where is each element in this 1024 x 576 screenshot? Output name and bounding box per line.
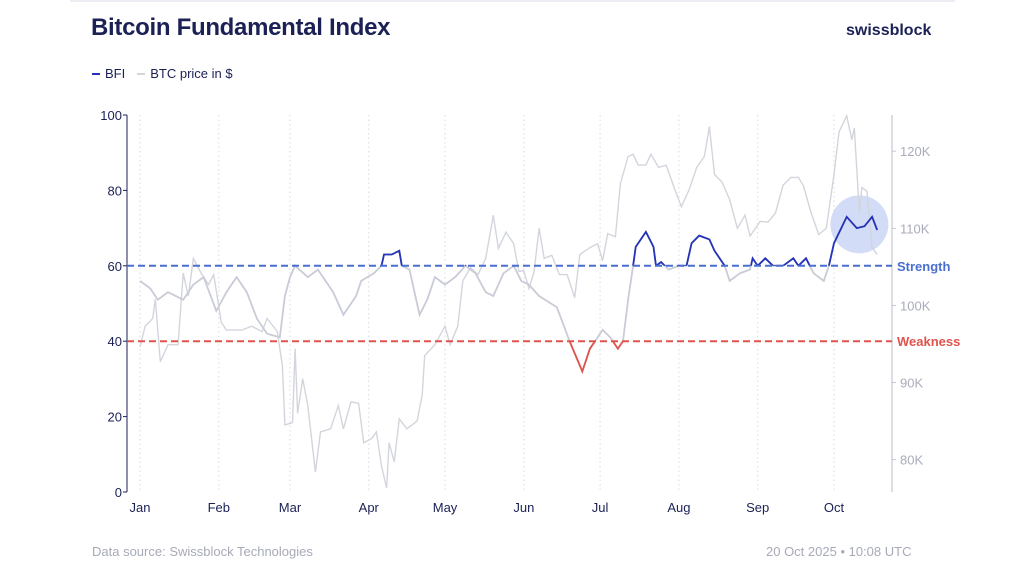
bfi-line-weakness (568, 341, 624, 374)
legend: BFI BTC price in $ (92, 66, 233, 81)
right-tick-label: 110K (900, 221, 930, 236)
swissblock-logo: swissblock (846, 22, 932, 39)
top-border (70, 0, 955, 2)
left-tick-label: 20 (108, 410, 122, 425)
left-tick-label: 40 (108, 334, 122, 349)
left-tick-label: 100 (100, 108, 122, 123)
threshold-label-strength: Strength (897, 259, 951, 274)
legend-label-bfi: BFI (105, 66, 126, 81)
x-tick-label: May (433, 500, 458, 515)
x-tick-label: Jul (592, 500, 609, 515)
x-tick-label: Aug (667, 500, 690, 515)
right-tick-label: 90K (900, 376, 923, 391)
right-tick-label: 80K (900, 453, 923, 468)
legend-item-bfi: BFI (92, 66, 125, 81)
x-tick-label: Sep (746, 500, 769, 515)
left-tick-label: 0 (115, 485, 122, 500)
timestamp: 20 Oct 2025 • 10:08 UTC (766, 544, 912, 559)
legend-swatch-price (137, 72, 146, 75)
bfi-line-neutral (139, 215, 879, 374)
highlight-circle (830, 195, 889, 254)
left-tick-label: 60 (108, 259, 122, 274)
x-tick-label: Oct (824, 500, 845, 515)
legend-label-price: BTC price in $ (150, 66, 233, 81)
x-tick-label: Apr (359, 500, 380, 515)
legend-swatch-bfi (92, 72, 100, 75)
legend-item-price: BTC price in $ (137, 66, 233, 81)
btc-price-line (139, 113, 878, 489)
left-tick-label: 80 (108, 183, 122, 198)
right-tick-label: 100K (900, 298, 931, 313)
threshold-label-weakness: Weakness (897, 334, 960, 349)
chart-title: Bitcoin Fundamental Index (91, 14, 391, 41)
x-tick-label: Jun (513, 500, 534, 515)
x-tick-label: Mar (279, 500, 302, 515)
x-tick-label: Feb (208, 500, 230, 515)
data-source: Data source: Swissblock Technologies (92, 544, 313, 559)
x-tick-label: Jan (130, 500, 151, 515)
right-tick-label: 120K (900, 144, 931, 159)
bfi-line-strength (294, 215, 879, 266)
